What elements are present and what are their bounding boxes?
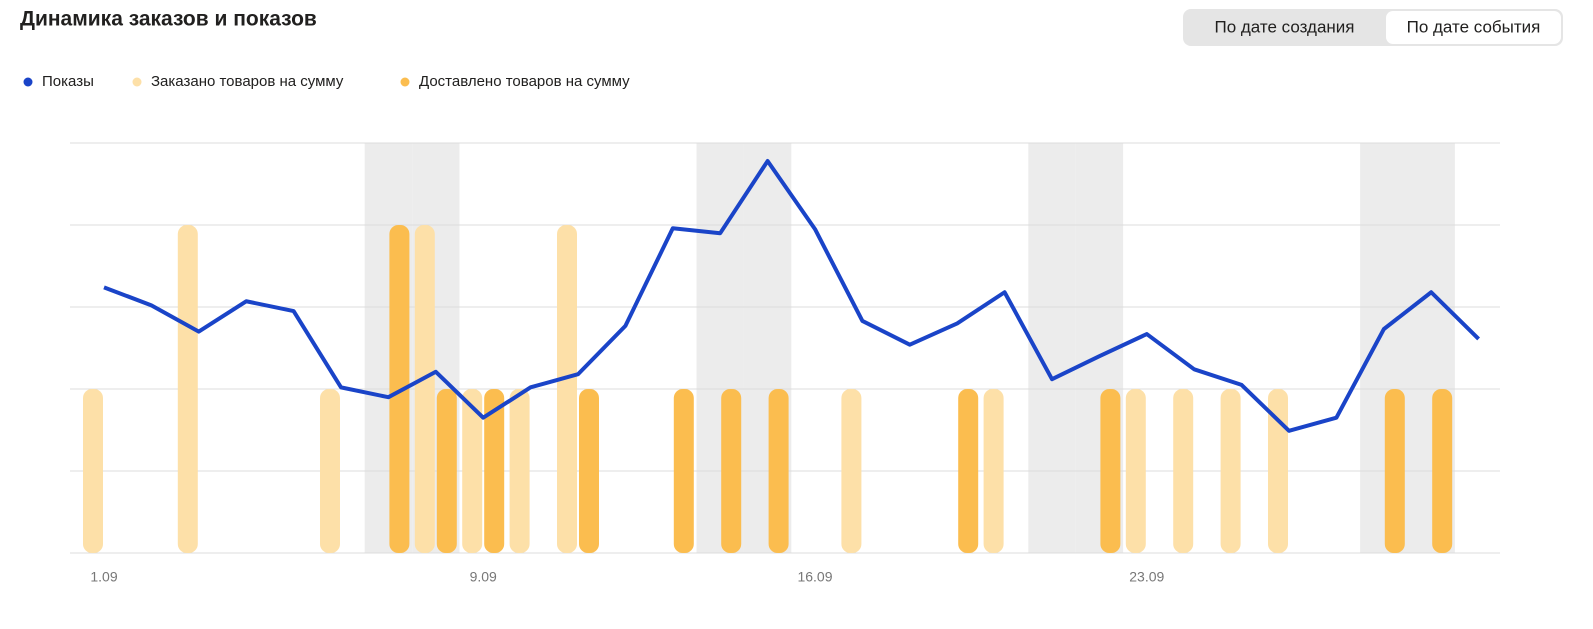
bar xyxy=(414,225,435,553)
bar xyxy=(768,389,789,553)
bar xyxy=(1173,389,1194,553)
bar xyxy=(389,225,410,553)
bar xyxy=(579,389,599,553)
bar xyxy=(557,225,577,553)
bar xyxy=(320,389,340,553)
bar xyxy=(1100,389,1121,553)
bar xyxy=(436,389,457,553)
bar xyxy=(83,389,103,553)
legend-label: Доставлено товаров на сумму xyxy=(419,73,630,90)
bar xyxy=(177,225,198,553)
legend-label: Заказано товаров на сумму xyxy=(151,73,344,90)
bar xyxy=(1432,389,1453,553)
bar xyxy=(1384,389,1405,553)
bar xyxy=(462,389,483,553)
bar xyxy=(1220,389,1241,553)
x-tick-label: 23.09 xyxy=(1129,569,1164,585)
bar xyxy=(721,389,742,553)
legend-dot xyxy=(400,77,410,87)
bar xyxy=(983,389,1004,553)
bar xyxy=(484,389,505,553)
legend-dot xyxy=(132,77,142,87)
toggle-option-bg[interactable] xyxy=(1386,11,1561,44)
bar xyxy=(1268,389,1288,553)
bar xyxy=(673,389,694,553)
toggle-option[interactable]: По дате создания xyxy=(1214,17,1354,36)
bar xyxy=(509,389,530,553)
chart-title: Динамика заказов и показов xyxy=(20,8,317,31)
x-tick-label: 16.09 xyxy=(797,569,832,585)
x-tick-label: 1.09 xyxy=(90,569,117,585)
toggle-option[interactable]: По дате события xyxy=(1407,17,1541,36)
bar xyxy=(841,389,862,553)
bar xyxy=(1125,389,1146,553)
x-tick-label: 9.09 xyxy=(470,569,497,585)
bar xyxy=(958,389,979,553)
legend-dot xyxy=(23,77,33,87)
legend-label: Показы xyxy=(42,73,94,90)
line xyxy=(103,159,1481,433)
